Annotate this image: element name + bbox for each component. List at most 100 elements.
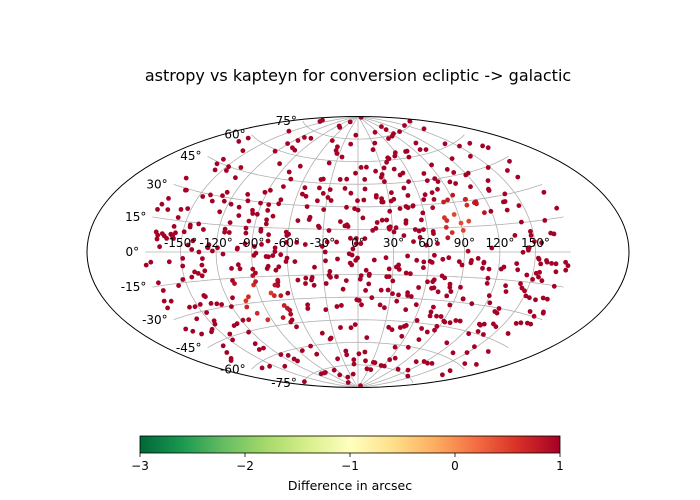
data-point (421, 227, 426, 233)
lon-tick-label: -30° (310, 236, 336, 250)
data-point (190, 238, 196, 244)
data-point (447, 302, 453, 308)
data-point (475, 329, 481, 334)
data-point (399, 333, 405, 339)
data-point (338, 219, 343, 225)
data-point (528, 233, 534, 238)
data-point (439, 273, 445, 279)
data-point (166, 259, 172, 265)
lon-tick-label: -120° (199, 236, 232, 250)
data-point (425, 360, 430, 366)
data-point (230, 295, 235, 301)
data-point (419, 326, 424, 331)
colorbar-ticks: −3 −2 −1 0 1 (131, 453, 564, 473)
data-point (475, 256, 481, 261)
data-point (288, 311, 294, 317)
data-point (196, 221, 202, 227)
colorbar-tick-label: −2 (236, 459, 254, 473)
data-point (305, 306, 311, 311)
data-point (498, 266, 504, 272)
data-point (383, 127, 389, 132)
data-point (443, 225, 449, 230)
data-point (185, 206, 191, 212)
data-point (565, 263, 571, 269)
data-point (405, 344, 411, 350)
data-point (563, 259, 568, 265)
data-point (323, 258, 328, 264)
data-point (424, 329, 430, 335)
data-point (195, 271, 201, 276)
data-point (323, 370, 328, 375)
data-point (285, 290, 291, 296)
data-point (348, 235, 353, 241)
data-point (259, 242, 264, 247)
data-point (536, 256, 542, 262)
data-point (288, 176, 294, 182)
data-point (383, 255, 389, 261)
data-point (463, 196, 468, 202)
data-point (347, 119, 353, 125)
data-point (270, 253, 276, 258)
data-point (453, 318, 459, 323)
data-point (405, 253, 410, 259)
data-point (478, 322, 483, 328)
data-point (276, 264, 282, 270)
data-point (243, 298, 249, 304)
data-point (187, 304, 192, 310)
data-point (292, 147, 298, 153)
data-point (531, 313, 537, 319)
data-point (180, 277, 186, 282)
data-point (215, 245, 220, 251)
data-point (351, 357, 357, 363)
data-point (240, 148, 246, 154)
data-point (180, 256, 186, 261)
parallel-line (173, 183, 543, 208)
data-point (532, 239, 537, 244)
data-point (350, 371, 356, 377)
data-point (432, 252, 437, 258)
data-point (272, 282, 278, 288)
data-point (458, 284, 463, 290)
data-point (440, 372, 445, 378)
data-point (176, 283, 182, 288)
data-point (485, 165, 491, 170)
data-point (441, 318, 447, 324)
data-point (335, 144, 340, 150)
data-point (348, 141, 354, 147)
data-point (254, 310, 260, 316)
data-point (481, 260, 487, 266)
data-point (286, 169, 292, 175)
data-point (507, 158, 512, 164)
data-point (528, 229, 533, 234)
data-point (277, 161, 282, 167)
data-point (278, 197, 284, 203)
data-point (294, 324, 299, 330)
data-point (464, 202, 470, 208)
data-point (429, 361, 435, 366)
data-point (201, 227, 206, 232)
data-point (157, 244, 163, 250)
data-point (349, 252, 355, 258)
data-point (384, 217, 390, 223)
data-point (283, 240, 289, 245)
data-point (406, 154, 412, 160)
data-point (362, 349, 368, 355)
data-point (374, 220, 380, 225)
data-point (253, 279, 258, 284)
data-point (391, 229, 397, 235)
data-point (181, 229, 187, 235)
data-point (343, 278, 349, 283)
data-point (233, 175, 238, 181)
data-point (474, 362, 479, 367)
data-point (496, 306, 502, 311)
data-point (404, 148, 410, 154)
data-point (251, 253, 257, 258)
lon-tick-label: -150° (164, 236, 197, 250)
data-point (323, 307, 329, 313)
data-point (408, 271, 413, 277)
data-point (199, 262, 205, 268)
data-point (183, 326, 189, 332)
data-point (430, 279, 436, 285)
data-point (516, 203, 522, 209)
colorbar-label: Difference in arcsec (288, 478, 412, 493)
